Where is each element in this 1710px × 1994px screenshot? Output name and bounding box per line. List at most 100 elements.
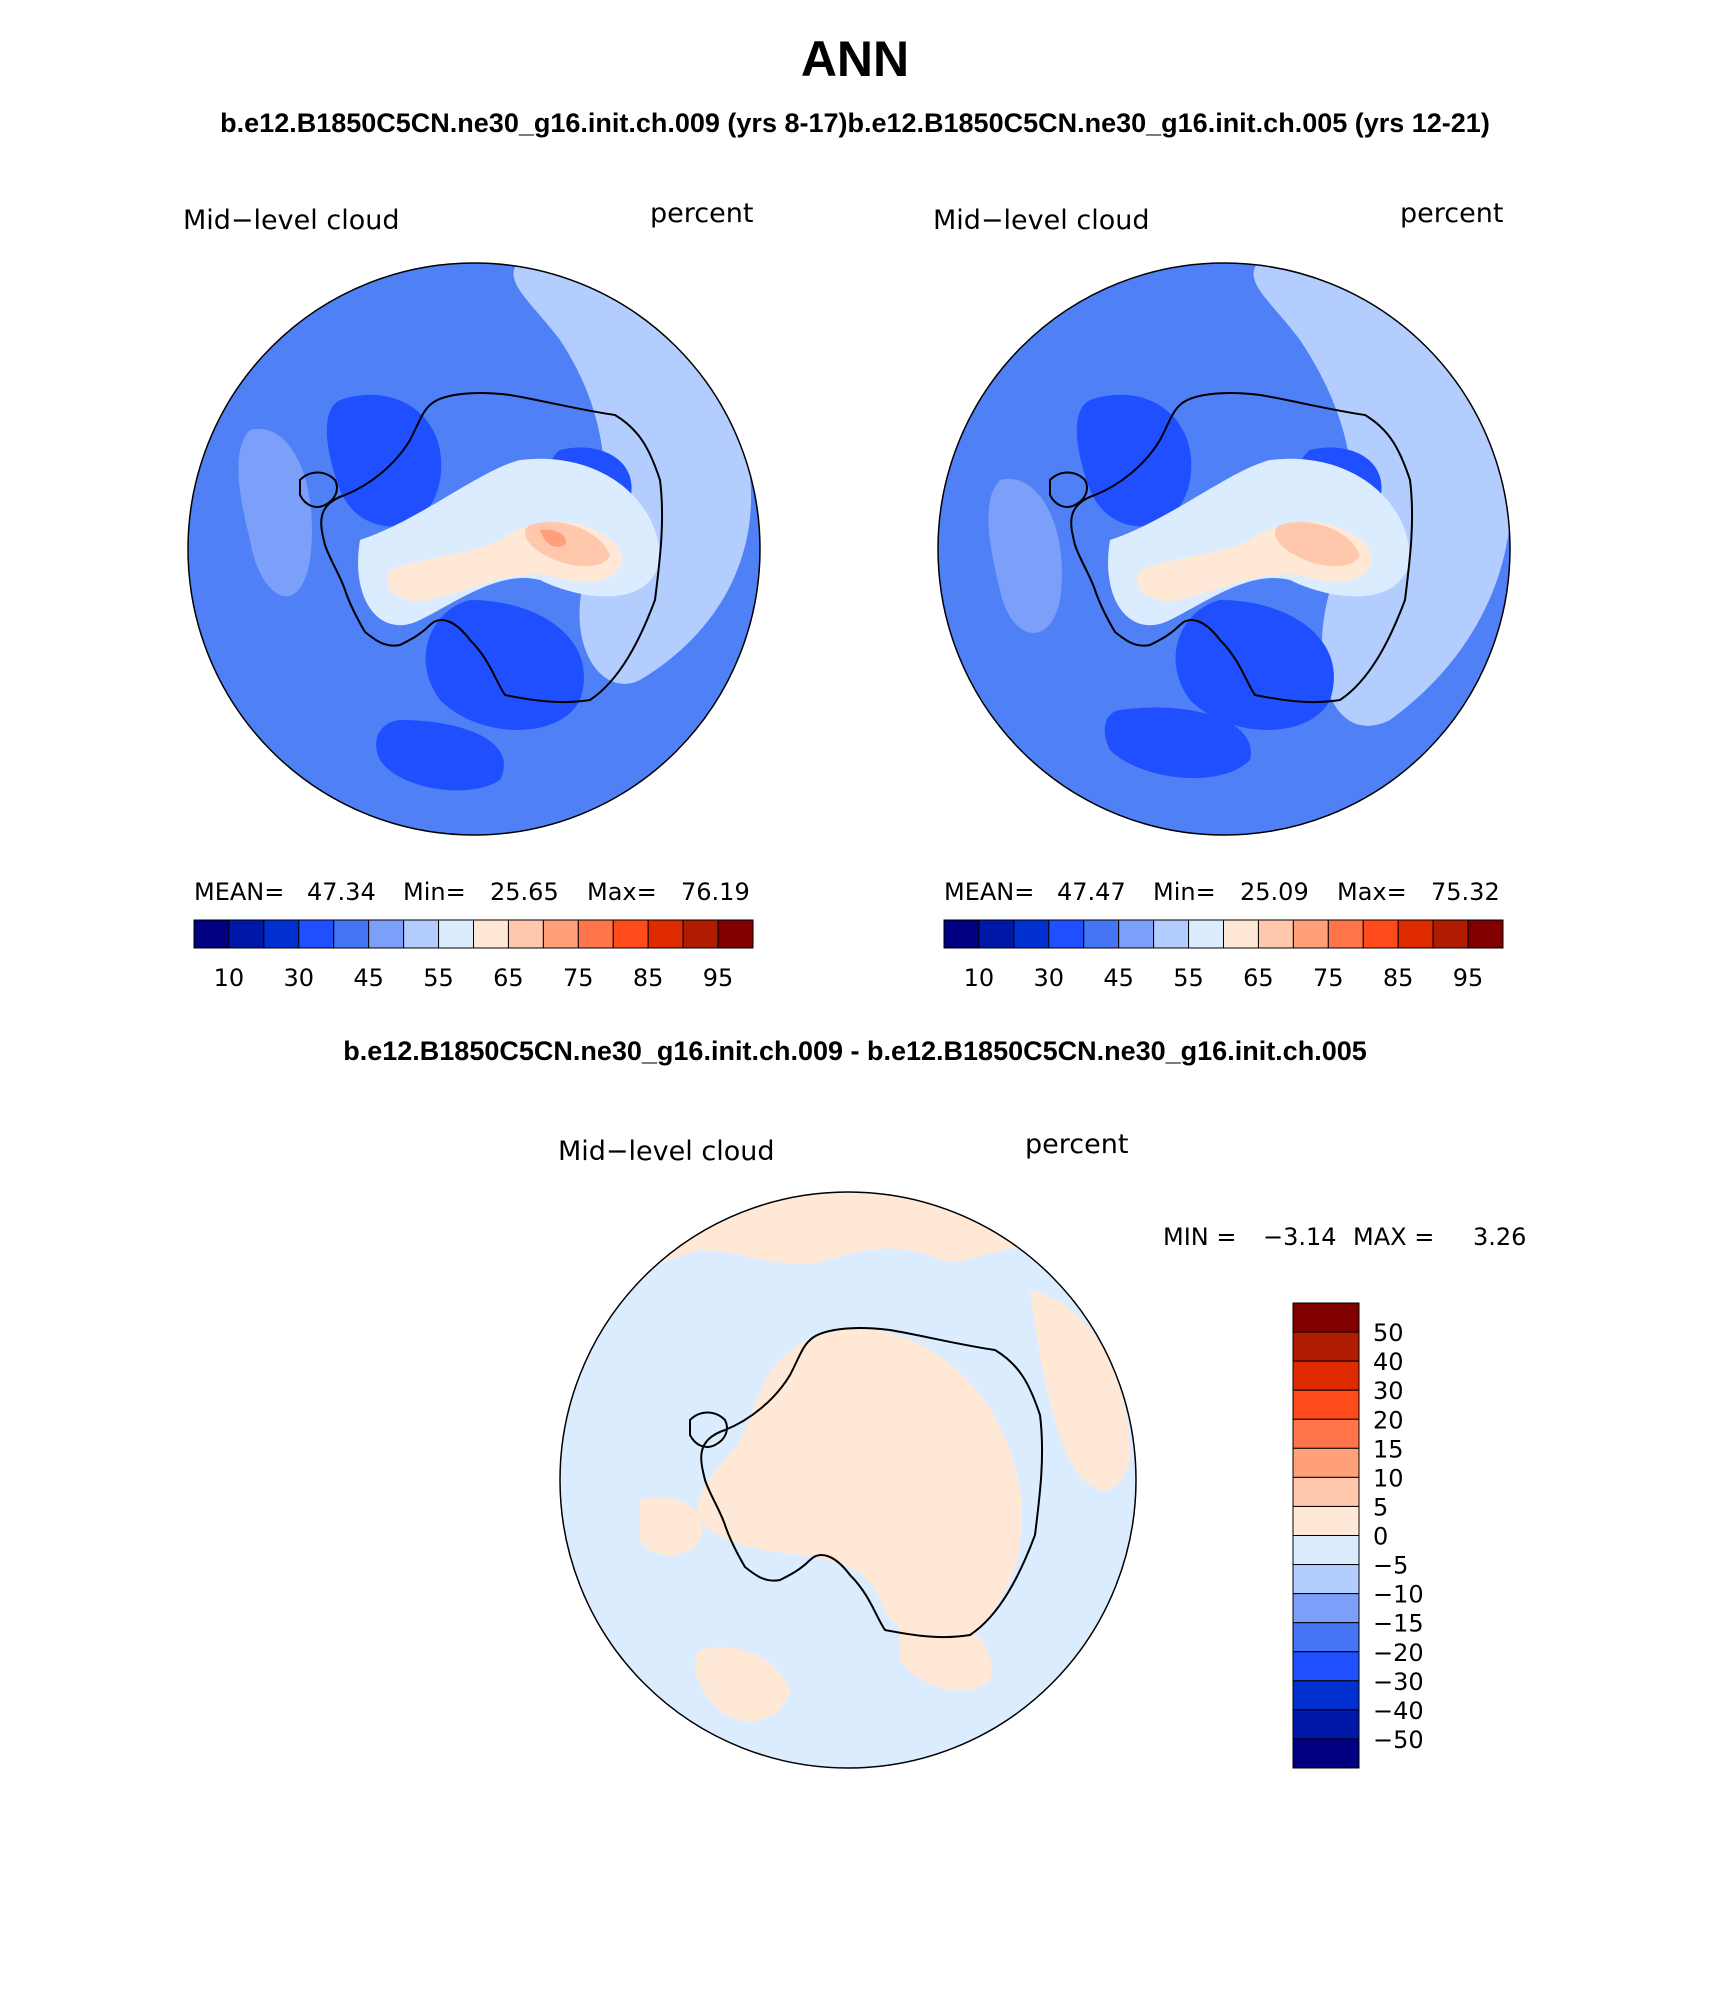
- panel-2-min-value: 25.09: [1240, 878, 1309, 906]
- diff-colorbar-swatch: [1292, 1476, 1360, 1507]
- diff-colorbar-swatch: [1292, 1709, 1360, 1740]
- panel-2-mean-label: MEAN=: [944, 878, 1034, 906]
- panel-2-contour-dark4: [1104, 707, 1251, 779]
- diff-colorbar-swatch: [1292, 1564, 1360, 1595]
- panel-1-map: [188, 263, 760, 835]
- panel-2-colorbar-ticks: 10 30 45 55 65 75 85 95: [964, 964, 1484, 992]
- diff-colorbar-tick-label: 30: [1373, 1377, 1404, 1405]
- panel-1-contour-orange: [540, 529, 566, 547]
- colorbar-2-swatch: [1292, 919, 1329, 949]
- colorbar-2-swatch: [1327, 919, 1364, 949]
- colorbar-1-swatch: [333, 919, 370, 949]
- diff-colorbar-tick-label: 40: [1373, 1348, 1404, 1376]
- colorbar-1-tick-label: 65: [493, 964, 524, 992]
- panel-2-contour-dark1: [1076, 394, 1192, 527]
- panel-2-max-value: 75.32: [1431, 878, 1500, 906]
- colorbar-1-swatch: [368, 919, 405, 949]
- diff-colorbar-tick-label: −40: [1373, 1697, 1424, 1725]
- colorbar-1-swatch: [577, 919, 614, 949]
- diff-peninsula: [689, 1411, 728, 1448]
- colorbar-2-tick-label: 10: [964, 964, 995, 992]
- diff-colorbar-swatch: [1292, 1360, 1360, 1391]
- colorbar-1-swatch: [682, 919, 719, 949]
- panel-1-colorbar: [193, 919, 754, 949]
- diff-colorbar-tick-label: 20: [1373, 1406, 1404, 1434]
- colorbar-1-swatch: [403, 919, 440, 949]
- colorbar-1-swatch: [473, 919, 509, 949]
- colorbar-2-swatch: [1048, 919, 1085, 949]
- colorbar-1-swatch: [717, 919, 754, 949]
- colorbar-2-swatch: [943, 919, 980, 949]
- diff-colorbar-tick-label: −10: [1373, 1581, 1424, 1609]
- colorbar-1-swatch: [263, 919, 300, 949]
- colorbar-1-swatch: [298, 919, 335, 949]
- colorbar-2-swatch: [1397, 919, 1434, 949]
- diff-colorbar-tick-label: 5: [1373, 1493, 1388, 1521]
- diff-colorbar-swatch: [1292, 1738, 1360, 1769]
- diff-colorbar-swatch: [1292, 1389, 1360, 1420]
- diff-colorbar-swatch: [1292, 1622, 1360, 1653]
- diff-units: percent: [1025, 1129, 1128, 1160]
- colorbar-1-swatch: [507, 919, 544, 949]
- panel-2-contour-light: [1253, 263, 1510, 726]
- colorbar-2-swatch: [1013, 919, 1050, 949]
- panel-2-map: [938, 263, 1510, 835]
- panel-1-contour-dark4: [376, 720, 504, 791]
- colorbar-2-swatch: [1467, 919, 1504, 949]
- panel-1-border: [187, 262, 761, 836]
- diff-colorbar-tick-label: 0: [1373, 1523, 1388, 1551]
- panel-2-coastline: [1070, 392, 1414, 704]
- colorbar-1-tick-label: 45: [353, 964, 384, 992]
- colorbar-2-swatch: [1153, 919, 1190, 949]
- colorbar-2-tick-label: 85: [1383, 964, 1414, 992]
- diff-colorbar-swatch: [1292, 1447, 1360, 1478]
- colorbar-2-tick-label: 45: [1103, 964, 1134, 992]
- colorbar-1-swatch: [612, 919, 649, 949]
- panel-1-units: percent: [650, 198, 753, 229]
- panel-1-min-label: Min=: [403, 878, 466, 906]
- colorbar-2-tick-label: 95: [1453, 964, 1484, 992]
- panel-1-max-label: Max=: [587, 878, 657, 906]
- colorbar-1-tick-label: 55: [423, 964, 454, 992]
- panel-2-colorbar: [943, 919, 1504, 949]
- panel-2-mean-value: 47.47: [1057, 878, 1126, 906]
- diff-colorbar-swatch: [1292, 1535, 1360, 1566]
- colorbar-2-swatch: [978, 919, 1015, 949]
- diff-colorbar-swatch: [1292, 1680, 1360, 1711]
- diff-colorbar-swatch: [1292, 1593, 1360, 1624]
- panel-1-contour-light: [513, 263, 752, 684]
- colorbar-1-tick-label: 75: [563, 964, 594, 992]
- panel-1-coastline: [320, 392, 664, 704]
- panel-2-variable: Mid−level cloud: [933, 205, 1149, 236]
- panel-1-contour-dark1: [326, 394, 442, 527]
- diff-colorbar-tick-label: −50: [1373, 1726, 1424, 1754]
- diff-positive-south: [694, 1647, 790, 1722]
- colorbar-1-swatch: [228, 919, 265, 949]
- panel-1-mean-value: 47.34: [307, 878, 376, 906]
- diff-max-value: 3.26: [1473, 1223, 1526, 1251]
- colorbar-2-swatch: [1188, 919, 1224, 949]
- diff-colorbar-tick-label: 10: [1373, 1464, 1404, 1492]
- colorbar-1-tick-label: 30: [284, 964, 315, 992]
- diff-positive-west: [640, 1497, 702, 1555]
- diff-colorbar-swatch: [1292, 1331, 1360, 1362]
- diff-border: [559, 1191, 1137, 1769]
- panel-2-peninsula: [1049, 471, 1088, 508]
- diff-colorbar-tick-label: −5: [1373, 1552, 1408, 1580]
- panel-1-peninsula: [299, 471, 338, 508]
- colorbar-1-tick-label: 95: [703, 964, 734, 992]
- panel-1-contour-pale: [238, 428, 312, 597]
- panel-2-min-label: Min=: [1153, 878, 1216, 906]
- colorbar-2-tick-label: 55: [1173, 964, 1204, 992]
- colorbar-1-swatch: [193, 919, 230, 949]
- diff-colorbar: [1292, 1302, 1360, 1769]
- difference-title: b.e12.B1850C5CN.ne30_g16.init.ch.009 - b…: [343, 1036, 1367, 1066]
- colorbar-2-tick-label: 65: [1243, 964, 1274, 992]
- panel-1-contour-dark2: [425, 600, 584, 730]
- colorbar-1-swatch: [438, 919, 474, 949]
- diff-min-value: −3.14: [1263, 1223, 1337, 1251]
- diff-positive-continent: [698, 1328, 1022, 1643]
- colorbar-2-swatch: [1257, 919, 1294, 949]
